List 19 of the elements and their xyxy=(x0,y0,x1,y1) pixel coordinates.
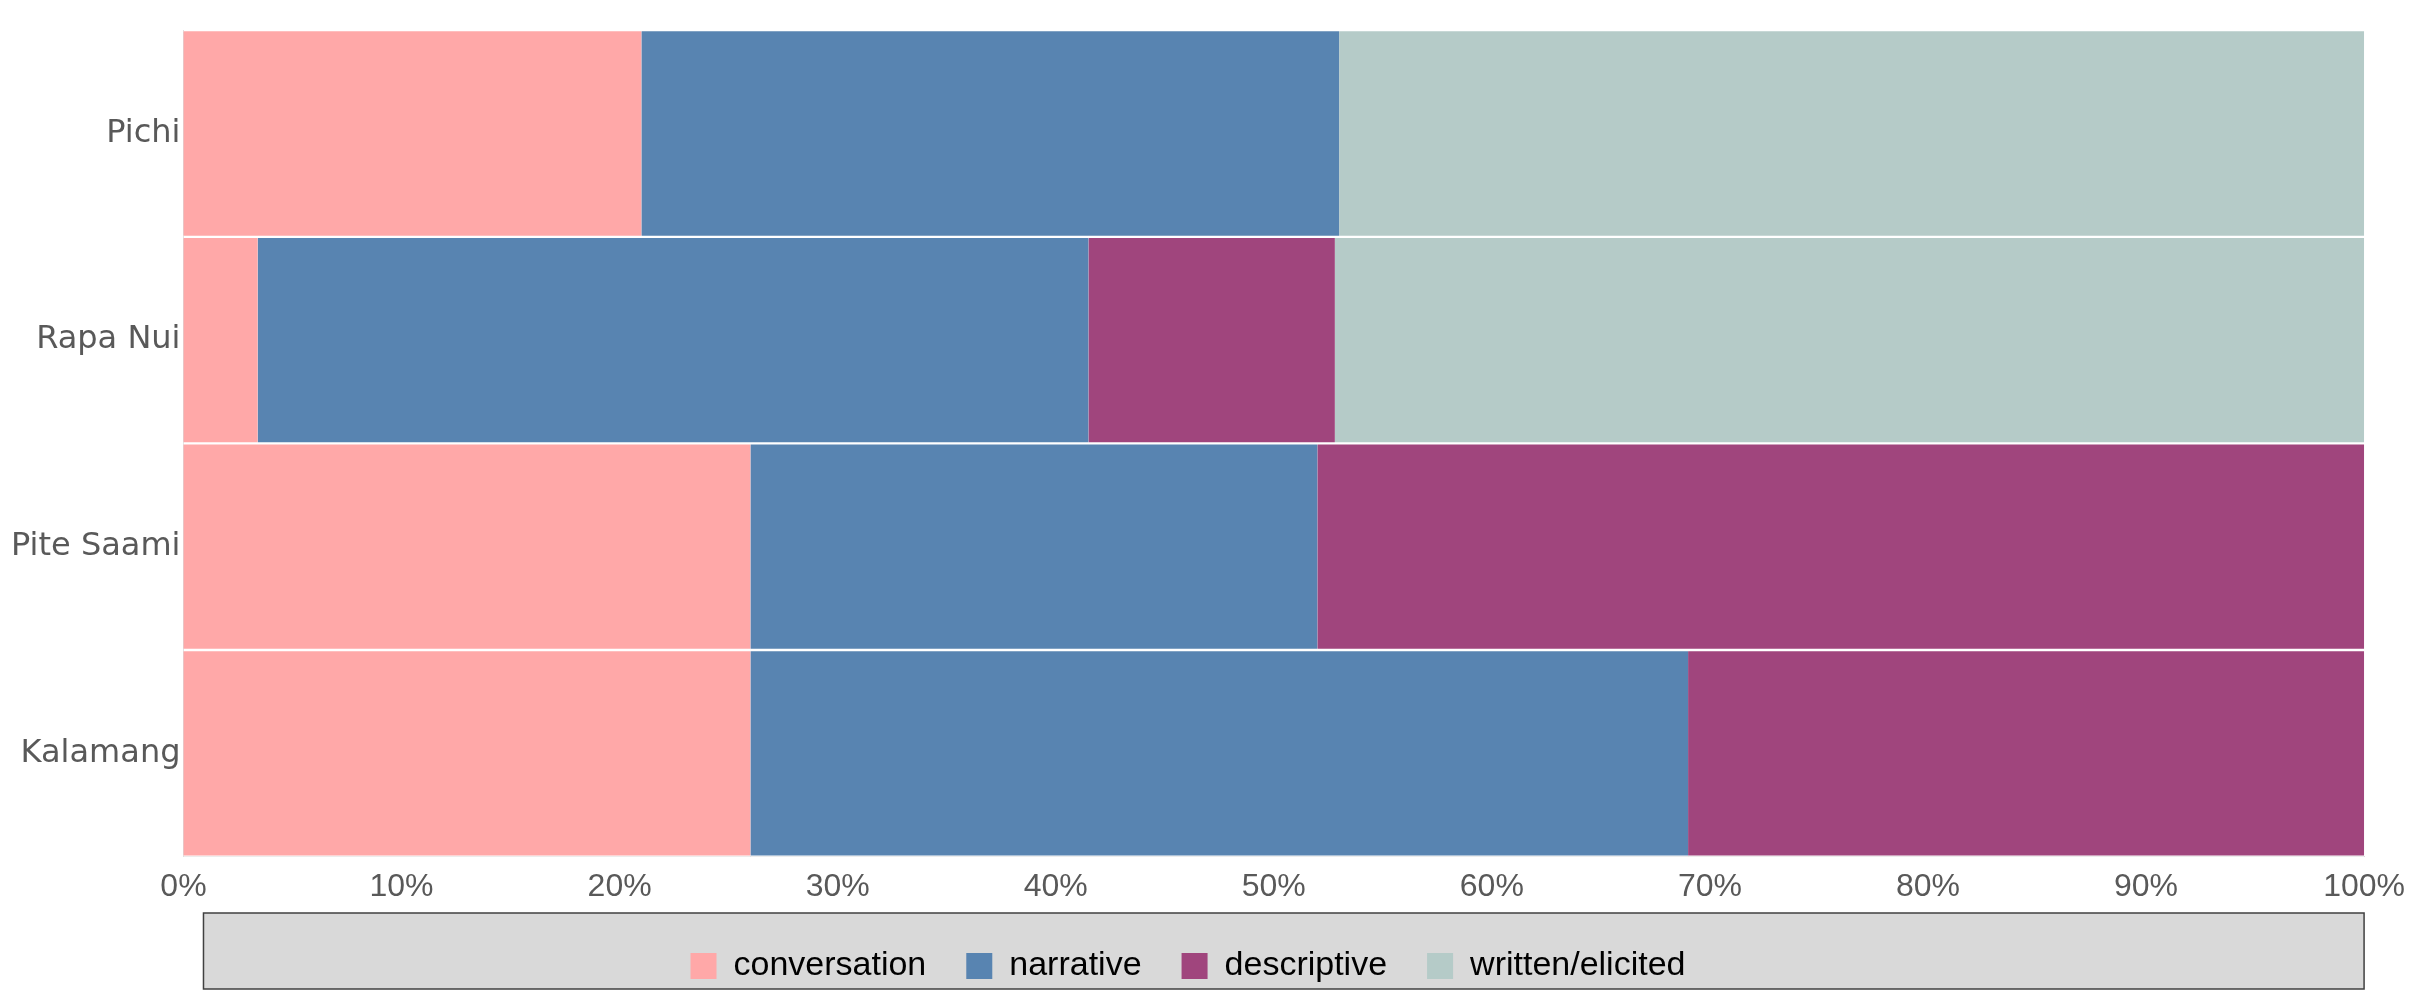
x-tick-label: 30% xyxy=(805,866,870,903)
legend-label: narrative xyxy=(1009,944,1142,983)
y-tick-label: Pichi xyxy=(106,111,181,150)
y-tick-label: Rapa Nui xyxy=(36,318,181,357)
legend-label: descriptive xyxy=(1224,944,1388,983)
x-tick-label: 100% xyxy=(2323,866,2405,903)
x-tick-label: 10% xyxy=(369,866,434,903)
x-tick-label: 70% xyxy=(1677,866,1742,903)
legend-label: conversation xyxy=(733,944,927,983)
y-tick-label: Kalamang xyxy=(20,731,181,770)
x-tick-label: 20% xyxy=(587,866,652,903)
x-tick-label: 60% xyxy=(1459,866,1524,903)
legend-label: written/elicited xyxy=(1469,944,1686,983)
x-tick-label: 90% xyxy=(2114,866,2179,903)
x-tick-label: 80% xyxy=(1895,866,1960,903)
x-tick-label: 50% xyxy=(1241,866,1306,903)
x-tick-label: 0% xyxy=(160,866,207,903)
x-tick-label: 40% xyxy=(1023,866,1088,903)
y-tick-label: Pite Saami xyxy=(11,525,181,564)
